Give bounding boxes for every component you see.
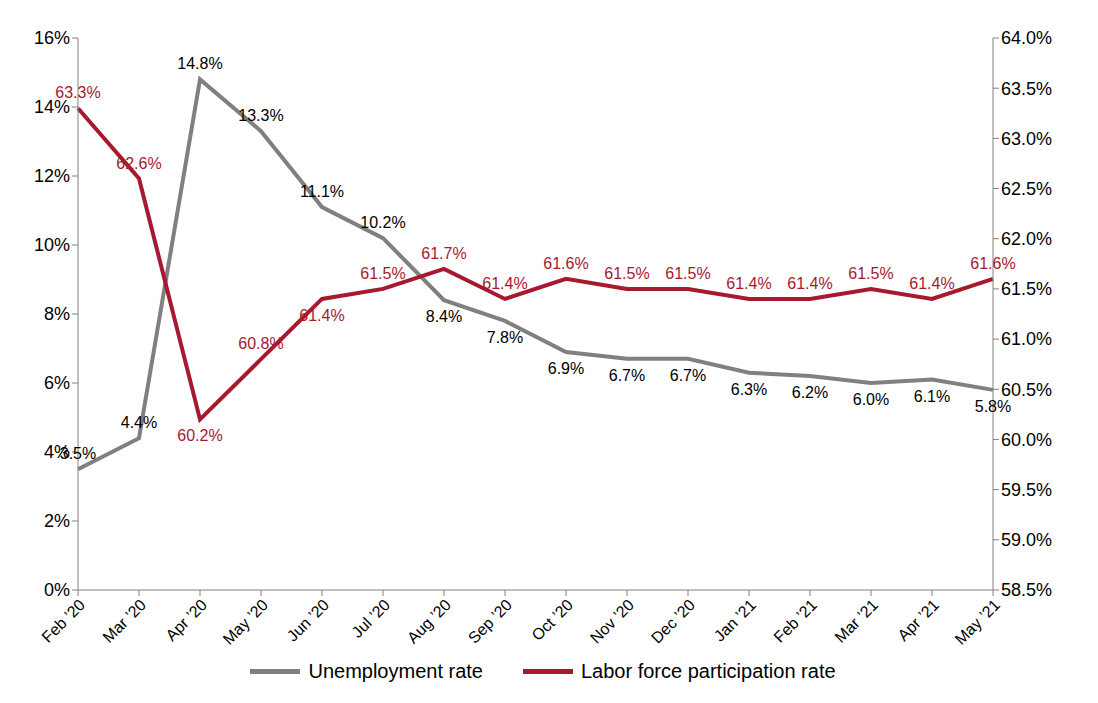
svg-text:6.1%: 6.1% [914, 388, 950, 405]
svg-text:6.0%: 6.0% [853, 391, 889, 408]
svg-text:13.3%: 13.3% [238, 107, 283, 124]
svg-text:12%: 12% [34, 166, 70, 186]
svg-text:61.0%: 61.0% [1001, 329, 1052, 349]
svg-text:10.2%: 10.2% [360, 214, 405, 231]
svg-text:61.5%: 61.5% [604, 265, 649, 282]
svg-text:Feb ’20: Feb ’20 [38, 596, 88, 646]
svg-text:6.7%: 6.7% [670, 367, 706, 384]
svg-text:Mar ’20: Mar ’20 [99, 596, 149, 646]
svg-text:Jan ’21: Jan ’21 [711, 596, 760, 645]
svg-text:61.6%: 61.6% [543, 255, 588, 272]
svg-text:Apr ’20: Apr ’20 [162, 596, 210, 644]
svg-text:3.5%: 3.5% [60, 445, 96, 462]
svg-text:Jul ’20: Jul ’20 [348, 596, 393, 641]
svg-text:64.0%: 64.0% [1001, 28, 1052, 48]
svg-text:61.4%: 61.4% [482, 275, 527, 292]
svg-text:61.4%: 61.4% [299, 307, 344, 324]
svg-text:Dec ’20: Dec ’20 [648, 596, 698, 646]
html-text:Unemployment rate: Unemployment rate [308, 660, 483, 682]
svg-text:2%: 2% [44, 511, 70, 531]
svg-text:Mar ’21: Mar ’21 [831, 596, 881, 646]
svg-text:May ’20: May ’20 [220, 596, 272, 648]
svg-text:5.8%: 5.8% [975, 398, 1011, 415]
svg-text:Sep ’20: Sep ’20 [465, 596, 515, 646]
svg-text:63.5%: 63.5% [1001, 79, 1052, 99]
svg-text:Apr ’21: Apr ’21 [894, 596, 942, 644]
svg-text:7.8%: 7.8% [487, 329, 523, 346]
svg-text:61.5%: 61.5% [665, 265, 710, 282]
svg-text:63.3%: 63.3% [55, 84, 100, 101]
svg-text:6.3%: 6.3% [731, 381, 767, 398]
svg-text:58.5%: 58.5% [1001, 580, 1052, 600]
svg-text:10%: 10% [34, 235, 70, 255]
svg-text:60.2%: 60.2% [177, 427, 222, 444]
svg-text:4.4%: 4.4% [121, 414, 157, 431]
svg-text:61.7%: 61.7% [421, 245, 466, 262]
svg-text:Oct ’20: Oct ’20 [528, 596, 576, 644]
svg-text:60.8%: 60.8% [238, 335, 283, 352]
svg-text:Feb ’21: Feb ’21 [770, 596, 820, 646]
svg-text:16%: 16% [34, 28, 70, 48]
svg-text:62.0%: 62.0% [1001, 229, 1052, 249]
svg-text:8.4%: 8.4% [426, 308, 462, 325]
svg-text:62.6%: 62.6% [116, 155, 161, 172]
html-text:Labor force participation rate: Labor force participation rate [581, 660, 836, 682]
svg-text:60.0%: 60.0% [1001, 430, 1052, 450]
svg-text:61.4%: 61.4% [787, 275, 832, 292]
svg-text:62.5%: 62.5% [1001, 179, 1052, 199]
svg-text:Nov ’20: Nov ’20 [587, 596, 637, 646]
svg-text:0%: 0% [44, 580, 70, 600]
svg-text:6.7%: 6.7% [609, 367, 645, 384]
svg-text:61.6%: 61.6% [970, 255, 1015, 272]
svg-text:6.9%: 6.9% [548, 360, 584, 377]
svg-text:59.0%: 59.0% [1001, 530, 1052, 550]
svg-text:14.8%: 14.8% [177, 55, 222, 72]
svg-text:6%: 6% [44, 373, 70, 393]
svg-text:14%: 14% [34, 97, 70, 118]
svg-text:59.5%: 59.5% [1001, 480, 1052, 500]
svg-text:Jun ’20: Jun ’20 [284, 596, 333, 645]
svg-text:61.5%: 61.5% [1001, 279, 1052, 299]
svg-text:11.1%: 11.1% [300, 183, 344, 200]
svg-text:61.4%: 61.4% [726, 275, 771, 292]
svg-text:63.0%: 63.0% [1001, 129, 1052, 149]
svg-text:Aug ’20: Aug ’20 [404, 596, 454, 646]
svg-text:61.5%: 61.5% [360, 265, 405, 282]
svg-text:61.5%: 61.5% [848, 265, 893, 282]
svg-text:60.5%: 60.5% [1001, 380, 1052, 400]
svg-text:4%: 4% [44, 442, 70, 463]
svg-text:6.2%: 6.2% [792, 384, 828, 401]
svg-text:May ’21: May ’21 [952, 596, 1004, 648]
svg-text:8%: 8% [44, 304, 70, 324]
svg-text:61.4%: 61.4% [909, 275, 954, 292]
